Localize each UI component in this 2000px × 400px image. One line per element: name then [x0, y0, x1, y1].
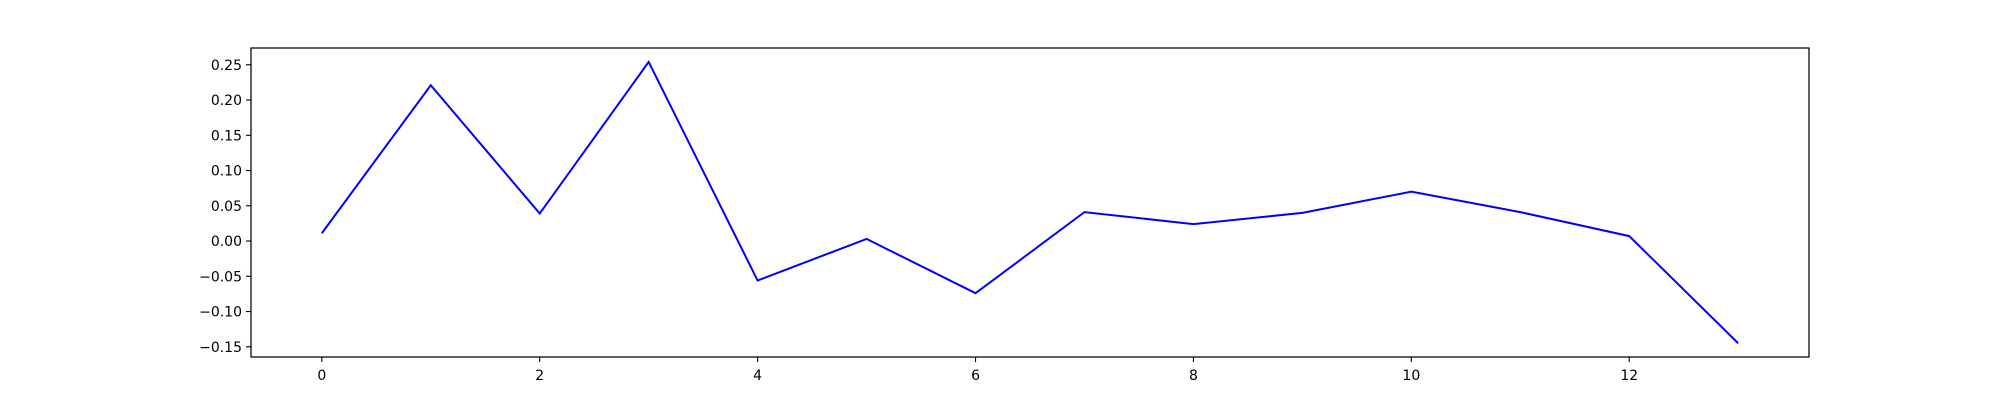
x-tick-label: 6: [971, 368, 980, 384]
y-tick-label: 0.00: [211, 234, 242, 250]
plot-area-frame: [250, 47, 1810, 358]
y-tick-label: 0.20: [211, 93, 242, 109]
y-tick-label: 0.15: [211, 128, 242, 144]
x-tick-label: 0: [317, 368, 326, 384]
y-tick-label: −0.05: [199, 269, 242, 285]
series-layer: [321, 60, 1739, 344]
y-tick-label: 0.10: [211, 164, 242, 180]
y-tick-label: 0.05: [211, 199, 242, 215]
y-tick-label: −0.15: [199, 340, 242, 356]
y-tick-label: 0.25: [211, 58, 242, 74]
x-tick-label: 4: [753, 368, 762, 384]
series-line: [321, 60, 1739, 344]
x-tick-label: 8: [1189, 368, 1198, 384]
x-tick-label: 2: [535, 368, 544, 384]
x-tick-label: 10: [1402, 368, 1420, 384]
x-axis: 0 2 4 6 8 10 12: [317, 357, 1638, 384]
y-axis: −0.15 −0.10 −0.05 0.00 0.05 0.10 0.15 0.20 0.25: [199, 58, 251, 356]
x-tick-label: 12: [1620, 368, 1638, 384]
y-tick-label: −0.10: [199, 305, 242, 321]
